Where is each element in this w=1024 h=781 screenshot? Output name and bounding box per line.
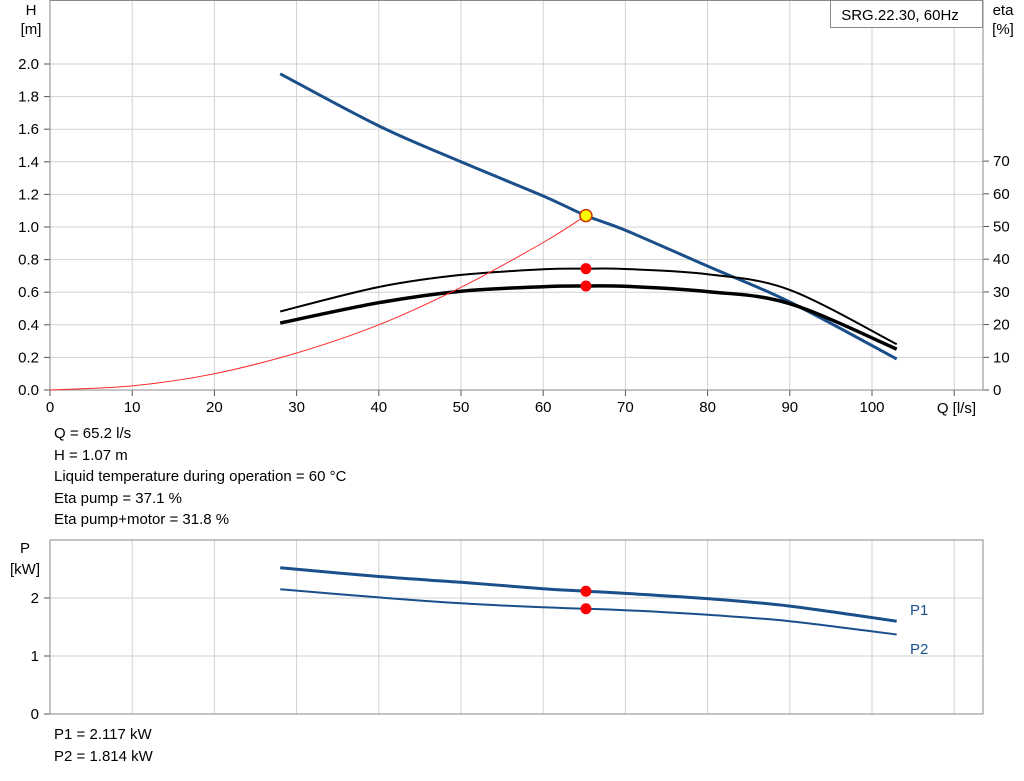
p2-readout: P2 = 1.814 kW — [54, 747, 153, 765]
eta-total-readout: Eta pump+motor = 31.8 % — [54, 511, 230, 528]
y-tick-label: 0.6 — [18, 284, 39, 301]
x-tick-label: 90 — [781, 399, 798, 416]
flow-readout: Q = 65.2 l/s — [54, 425, 132, 442]
x-tick-label: 0 — [46, 399, 54, 416]
y2-axis-label: eta — [993, 2, 1015, 19]
y-tick-label: 1.2 — [18, 186, 39, 203]
title-box — [830, 0, 983, 28]
y-tick-label: 0 — [31, 706, 39, 723]
p1-readout: P1 = 2.117 kW — [54, 726, 152, 743]
system-curve — [49, 215, 587, 391]
x-tick-label: 50 — [453, 399, 470, 416]
power-info: P1 = 2.117 kW P2 = 1.814 kW — [54, 724, 153, 767]
plot-border — [49, 0, 984, 391]
eta-point-marker — [580, 280, 592, 292]
temperature-readout: Liquid temperature during operation = 60… — [54, 468, 347, 485]
pump-curve-chart: 0 10 20 30 40 50 60 70 80 90 1000.00.20.40.60.81.0… — [18, 0, 1015, 417]
y-axis-label: P — [20, 540, 30, 557]
x-tick-label: 20 — [206, 399, 223, 416]
plot-border — [49, 539, 984, 715]
x-tick-label: 80 — [699, 399, 716, 416]
y-tick-label: 1.0 — [18, 219, 39, 236]
x-tick-label: 70 — [617, 399, 634, 416]
y-axis-unit: [kW] — [10, 561, 40, 578]
x-tick-label: 30 — [288, 399, 305, 416]
p2-curve — [280, 588, 897, 636]
y-tick-label: 0.0 — [18, 382, 39, 399]
chart-title: SRG.22.30, 60Hz — [841, 7, 959, 24]
y-tick-label: 0.2 — [18, 349, 39, 366]
eta-pump-readout: Eta pump = 37.1 % — [54, 489, 182, 507]
y-tick-label: 2 — [31, 590, 39, 607]
operating-point-marker — [579, 208, 593, 223]
operating-point-info: Q = 65.2 l/s H = 1.07 m Liquid temperatu… — [54, 423, 346, 531]
p2-series-label: P2 — [910, 641, 928, 658]
y-tick-label: 0.8 — [18, 252, 39, 269]
y-axis-unit: [m] — [21, 21, 42, 38]
y2-axis-unit: [%] — [992, 21, 1014, 38]
head-readout: H = 1.07 m — [54, 446, 128, 464]
y2-tick-label: 70 — [993, 153, 1010, 170]
y2-tick-label: 60 — [993, 186, 1010, 203]
x-axis-label: Q [l/s] — [937, 400, 976, 417]
power-point-marker — [580, 603, 592, 615]
y2-tick-label: 20 — [993, 317, 1010, 334]
y2-tick-label: 50 — [993, 219, 1010, 236]
y-tick-label: 1.4 — [18, 154, 39, 171]
y2-tick-label: 40 — [993, 251, 1010, 268]
y-axis-label: H — [26, 2, 37, 19]
p1-curve — [280, 566, 897, 623]
y-tick-label: 1.8 — [18, 89, 39, 106]
y2-tick-label: 30 — [993, 284, 1010, 301]
y2-tick-label: 10 — [993, 349, 1010, 366]
x-tick-label: 100 — [859, 399, 884, 416]
y-tick-label: 2.0 — [18, 56, 39, 73]
y-tick-label: 0.4 — [18, 317, 39, 334]
x-tick-label: 10 — [124, 399, 141, 416]
plot-area — [50, 0, 983, 391]
plot-area — [50, 540, 983, 714]
y-tick-label: 1.6 — [18, 121, 39, 138]
y2-tick-label: 0 — [993, 382, 1001, 399]
eta-point-marker — [580, 263, 592, 275]
x-tick-label: 60 — [535, 399, 552, 416]
power-point-marker — [580, 585, 592, 597]
p1-series-label: P1 — [910, 602, 928, 619]
x-tick-label: 40 — [370, 399, 387, 416]
y-tick-label: 1 — [31, 648, 39, 665]
